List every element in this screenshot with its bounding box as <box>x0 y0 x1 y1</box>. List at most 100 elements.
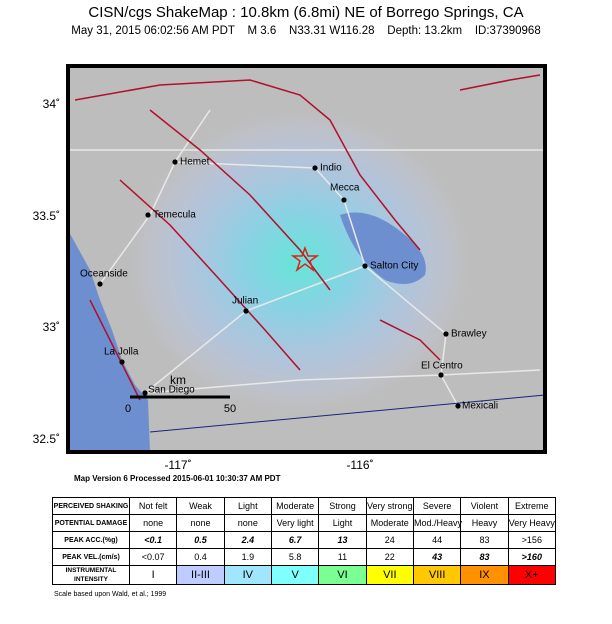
city-dot <box>142 390 148 396</box>
scale-unit: km <box>170 373 186 387</box>
table-cell: 0.4 <box>176 548 225 566</box>
table-row: PERCEIVED SHAKING Not felt Weak Light Modera… <box>52 497 557 515</box>
table-cell: Moderate <box>270 497 320 515</box>
city-label: Brawley <box>451 329 487 340</box>
city-dot <box>243 308 249 314</box>
table-cell: 83 <box>460 531 509 549</box>
city-label: San Diego <box>148 385 195 396</box>
table-cell: Extreme <box>507 497 557 515</box>
map-frame <box>66 64 547 454</box>
city-dot <box>438 372 444 378</box>
table-cell: Severe <box>412 497 462 515</box>
table-cell: Very strong <box>365 497 414 515</box>
table-cell: Very light <box>270 514 320 532</box>
row-header: PEAK VEL.(cm/s) <box>52 548 130 566</box>
table-cell: 24 <box>365 531 414 549</box>
city-label: Temecula <box>153 210 196 221</box>
intensity-scale-table: PERCEIVED SHAKING Not felt Weak Light Modera… <box>52 497 557 585</box>
city-label: Oceanside <box>80 269 128 280</box>
lon-label: -116˚ <box>346 458 373 472</box>
table-cell: IV <box>223 565 272 585</box>
city-dot <box>341 197 347 203</box>
table-cell: Light <box>223 497 272 515</box>
table-cell: 22 <box>365 548 414 566</box>
lat-label: 32.5˚ <box>33 432 60 446</box>
footnote: Scale based upon Wald, et al.; 1999 <box>54 591 166 598</box>
table-cell: 44 <box>412 531 462 549</box>
row-header: POTENTIAL DAMAGE <box>52 514 130 532</box>
table-cell: Weak <box>176 497 225 515</box>
table-cell: V <box>270 565 320 585</box>
table-cell: Mod./Heavy <box>412 514 462 532</box>
table-cell: 2.4 <box>223 531 272 549</box>
table-cell: Very Heavy <box>507 514 557 532</box>
table-cell: Heavy <box>460 514 509 532</box>
table-cell: 13 <box>318 531 367 549</box>
row-header: PERCEIVED SHAKING <box>52 497 130 515</box>
table-cell: <0.1 <box>128 531 178 549</box>
table-cell: I <box>128 565 178 585</box>
ocean <box>68 230 150 452</box>
table-cell: 43 <box>412 548 462 566</box>
table-cell: X+ <box>507 565 557 585</box>
table-cell: none <box>223 514 272 532</box>
table-cell: VII <box>365 565 414 585</box>
lon-label: -117˚ <box>164 458 191 472</box>
epicenter <box>290 245 320 273</box>
table-cell: 0.5 <box>176 531 225 549</box>
lat-label: 33.5˚ <box>33 209 60 223</box>
map-area: Hemet Indio Mecca Temecula Salton City Oceans… <box>68 66 545 452</box>
city-label: La Jolla <box>104 347 139 358</box>
table-cell: <0.07 <box>128 548 178 566</box>
city-label: Mexicali <box>462 401 498 412</box>
lat-label: 33˚ <box>43 320 60 334</box>
table-cell: 11 <box>318 548 367 566</box>
table-cell: Light <box>318 514 367 532</box>
table-cell: none <box>176 514 225 532</box>
table-cell: 6.7 <box>270 531 320 549</box>
border <box>149 394 545 433</box>
table-row: PEAK VEL.(cm/s) <0.07 0.4 1.9 5.8 11 22 43 83 >16… <box>52 548 557 566</box>
city-dot <box>455 403 461 409</box>
table-cell: VI <box>318 565 367 585</box>
table-cell: >156 <box>507 531 557 549</box>
table-cell: none <box>128 514 178 532</box>
scale-label: 50 <box>224 403 236 415</box>
table-row: POTENTIAL DAMAGE none none none Very light Li… <box>52 514 557 532</box>
city-label: Mecca <box>330 183 360 194</box>
city-dot <box>443 331 449 337</box>
city-label: Indio <box>320 163 342 174</box>
table-cell: 1.9 <box>223 548 272 566</box>
table-cell: Moderate <box>365 514 414 532</box>
city-label: Hemet <box>180 157 210 168</box>
table-row: PEAK ACC.(%g) <0.1 0.5 2.4 6.7 13 24 44 83 >156 <box>52 531 557 549</box>
table-row: INSTRUMENTAL INTENSITY I II-III IV V VI VII VII… <box>52 565 557 585</box>
city-dot <box>362 263 368 269</box>
table-cell: >160 <box>507 548 557 566</box>
title: CISN/cgs ShakeMap : 10.8km (6.8mi) NE of… <box>88 4 523 21</box>
table-cell: 5.8 <box>270 548 320 566</box>
subtitle: May 31, 2015 06:02:56 AM PDT M 3.6 N33.3… <box>71 25 540 37</box>
map-version: Map Version 6 Processed 2015-06-01 10:30… <box>74 474 281 483</box>
city-label: El Centro <box>421 361 463 372</box>
lat-label: 34˚ <box>43 97 60 111</box>
table-cell: 83 <box>460 548 509 566</box>
table-cell: Violent <box>460 497 509 515</box>
table-cell: VIII <box>412 565 462 585</box>
city-label: Julian <box>232 296 258 307</box>
row-header: PEAK ACC.(%g) <box>52 531 130 549</box>
cities: Hemet Indio Mecca Temecula Salton City Oceans… <box>80 157 498 412</box>
table-cell: Not felt <box>128 497 178 515</box>
table-cell: II-III <box>176 565 225 585</box>
table-cell: Strong <box>318 497 367 515</box>
city-label: Salton City <box>370 261 418 272</box>
city-dot <box>312 165 318 171</box>
city-dot <box>172 159 178 165</box>
row-header: INSTRUMENTAL INTENSITY <box>52 565 130 585</box>
city-dot <box>145 212 151 218</box>
salton-sea <box>340 212 426 284</box>
city-dot <box>119 359 125 365</box>
table-cell: IX <box>460 565 509 585</box>
